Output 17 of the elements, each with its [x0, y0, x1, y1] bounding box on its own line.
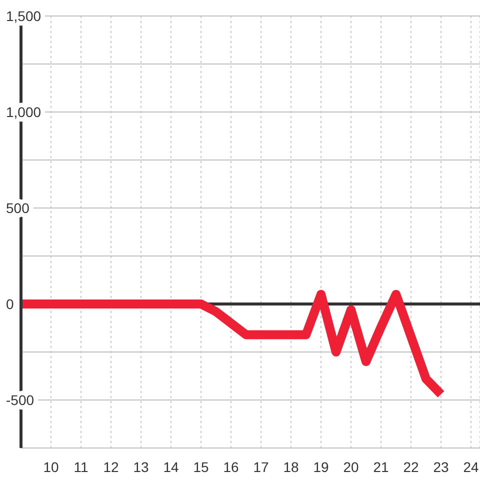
- y-tick-label: 0: [6, 296, 14, 312]
- x-tick-label: 18: [283, 458, 299, 475]
- x-tick-label: 17: [253, 458, 269, 475]
- y-tick-label: 1,500: [6, 8, 42, 24]
- x-tick-label: 11: [74, 458, 88, 475]
- x-tick-label: 21: [373, 458, 389, 475]
- x-tick-label: 20: [343, 458, 359, 475]
- x-tick-label: 15: [193, 458, 209, 475]
- x-tick-label: 24: [463, 458, 479, 475]
- x-tick-label: 16: [223, 458, 239, 475]
- x-tick-label: 12: [103, 458, 119, 475]
- x-tick-label: 19: [313, 458, 329, 475]
- x-tick-label: 22: [403, 458, 419, 475]
- x-tick-label: 23: [433, 458, 449, 475]
- x-tick-label: 10: [43, 458, 59, 475]
- x-tick-label: 13: [133, 458, 149, 475]
- x-tick-label: 14: [163, 458, 179, 475]
